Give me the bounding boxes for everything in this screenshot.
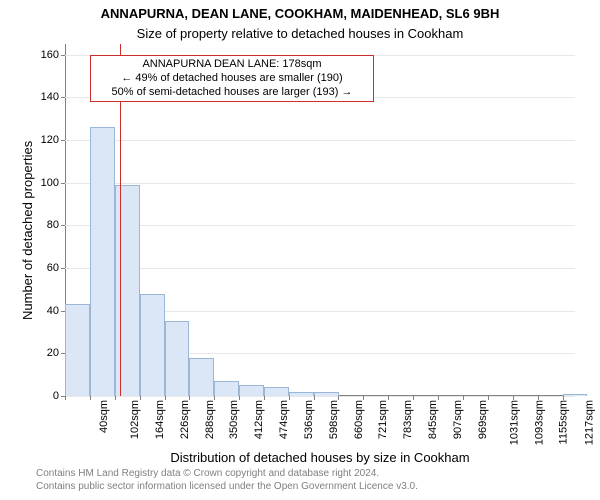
xtick-label: 102sqm xyxy=(129,400,141,439)
xtick-label: 660sqm xyxy=(353,400,365,439)
chart-container: ANNAPURNA, DEAN LANE, COOKHAM, MAIDENHEA… xyxy=(0,0,600,500)
xtick-label: 1093sqm xyxy=(533,400,545,445)
xtick-label: 412sqm xyxy=(254,400,266,439)
xtick-label: 1217sqm xyxy=(583,400,595,445)
ytick-mark xyxy=(61,225,65,226)
xtick-label: 783sqm xyxy=(403,400,415,439)
xtick-mark xyxy=(165,396,166,400)
xtick-mark xyxy=(314,396,315,400)
xtick-label: 474sqm xyxy=(278,400,290,439)
gridline xyxy=(65,396,575,397)
histogram-bar xyxy=(189,358,214,396)
xtick-mark xyxy=(65,396,66,400)
histogram-bar xyxy=(264,387,289,396)
gridline xyxy=(65,140,575,141)
xtick-label: 288sqm xyxy=(204,400,216,439)
xtick-mark xyxy=(563,396,564,400)
y-axis-label: Number of detached properties xyxy=(20,141,35,320)
xtick-mark xyxy=(214,396,215,400)
xtick-label: 40sqm xyxy=(98,400,110,433)
annotation-line-1: ANNAPURNA DEAN LANE: 178sqm xyxy=(97,58,367,72)
xtick-mark xyxy=(513,396,514,400)
histogram-bar xyxy=(314,392,339,396)
xtick-mark xyxy=(538,396,539,400)
chart-title-main: ANNAPURNA, DEAN LANE, COOKHAM, MAIDENHEA… xyxy=(0,6,600,21)
xtick-mark xyxy=(463,396,464,400)
xtick-mark xyxy=(140,396,141,400)
footer-attribution: Contains HM Land Registry data © Crown c… xyxy=(0,467,600,493)
xtick-mark xyxy=(388,396,389,400)
histogram-bar xyxy=(115,185,140,396)
histogram-bar xyxy=(65,304,90,396)
histogram-bar xyxy=(563,394,588,396)
histogram-bar xyxy=(239,385,264,396)
chart-title-sub: Size of property relative to detached ho… xyxy=(0,26,600,41)
xtick-label: 164sqm xyxy=(154,400,166,439)
xtick-label: 226sqm xyxy=(179,400,191,439)
xtick-mark xyxy=(438,396,439,400)
histogram-bar xyxy=(289,392,314,396)
xtick-label: 1155sqm xyxy=(557,400,569,444)
xtick-label: 907sqm xyxy=(452,400,464,439)
xtick-label: 845sqm xyxy=(427,400,439,439)
xtick-label: 598sqm xyxy=(328,400,340,439)
xtick-label: 969sqm xyxy=(477,400,489,439)
xtick-mark xyxy=(239,396,240,400)
xtick-mark xyxy=(289,396,290,400)
ytick-mark xyxy=(61,55,65,56)
xtick-mark xyxy=(338,396,339,400)
xtick-mark xyxy=(189,396,190,400)
annotation-line-3: 50% of semi-detached houses are larger (… xyxy=(97,86,367,100)
xtick-mark xyxy=(115,396,116,400)
histogram-bar xyxy=(214,381,239,396)
xtick-mark xyxy=(264,396,265,400)
annotation-box: ANNAPURNA DEAN LANE: 178sqm ← 49% of det… xyxy=(90,55,374,102)
histogram-bar xyxy=(90,127,115,396)
ytick-mark xyxy=(61,268,65,269)
xtick-mark xyxy=(90,396,91,400)
ytick-mark xyxy=(61,140,65,141)
ytick-mark xyxy=(61,97,65,98)
xtick-mark xyxy=(363,396,364,400)
x-axis-label: Distribution of detached houses by size … xyxy=(65,450,575,465)
gridline xyxy=(65,183,575,184)
xtick-mark xyxy=(488,396,489,400)
ytick-mark xyxy=(61,183,65,184)
annotation-line-2: ← 49% of detached houses are smaller (19… xyxy=(97,72,367,86)
xtick-label: 350sqm xyxy=(229,400,241,439)
xtick-label: 721sqm xyxy=(378,400,390,439)
gridline xyxy=(65,268,575,269)
gridline xyxy=(65,225,575,226)
xtick-label: 1031sqm xyxy=(508,400,520,445)
footer-line-1: Contains HM Land Registry data © Crown c… xyxy=(36,467,600,480)
xtick-mark xyxy=(413,396,414,400)
histogram-bar xyxy=(165,321,190,396)
footer-line-2: Contains public sector information licen… xyxy=(36,480,600,493)
xtick-label: 536sqm xyxy=(303,400,315,439)
histogram-bar xyxy=(140,294,165,396)
